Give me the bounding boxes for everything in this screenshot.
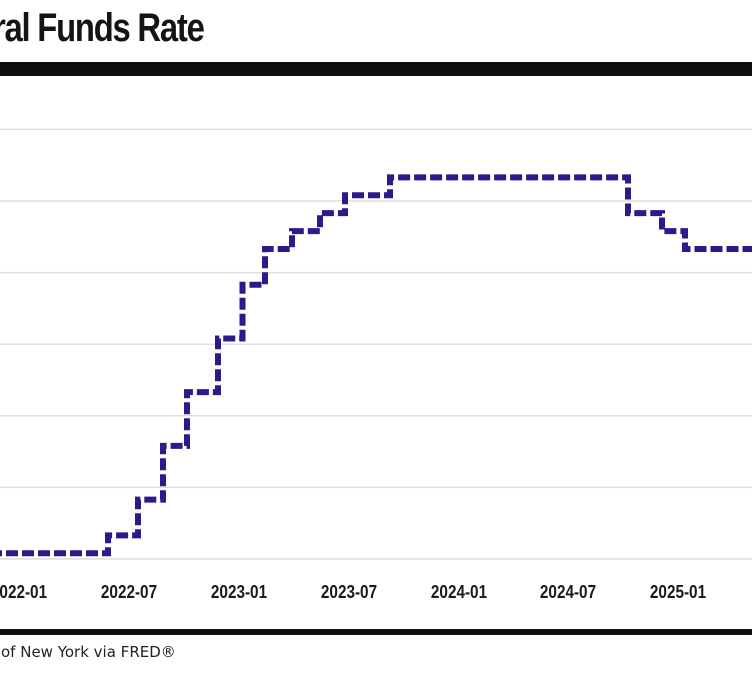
- x-tick-label: 2023-07: [320, 582, 377, 602]
- x-tick-label: 2022-01: [0, 582, 48, 602]
- x-tick-label: 2023-01: [210, 582, 268, 602]
- x-tick-label: 2024-01: [430, 582, 487, 602]
- top-divider-bar: [0, 62, 752, 76]
- chart-title: ral Funds Rate: [0, 6, 205, 50]
- x-tick-label: 2025-01: [649, 582, 706, 602]
- source-attribution: of New York via FRED®: [1, 643, 176, 661]
- x-tick-label: 2022-07: [100, 582, 158, 602]
- bottom-divider-bar: [0, 629, 752, 635]
- x-tick-label: 2024-07: [539, 582, 597, 602]
- fed-funds-rate-line: [0, 174, 752, 557]
